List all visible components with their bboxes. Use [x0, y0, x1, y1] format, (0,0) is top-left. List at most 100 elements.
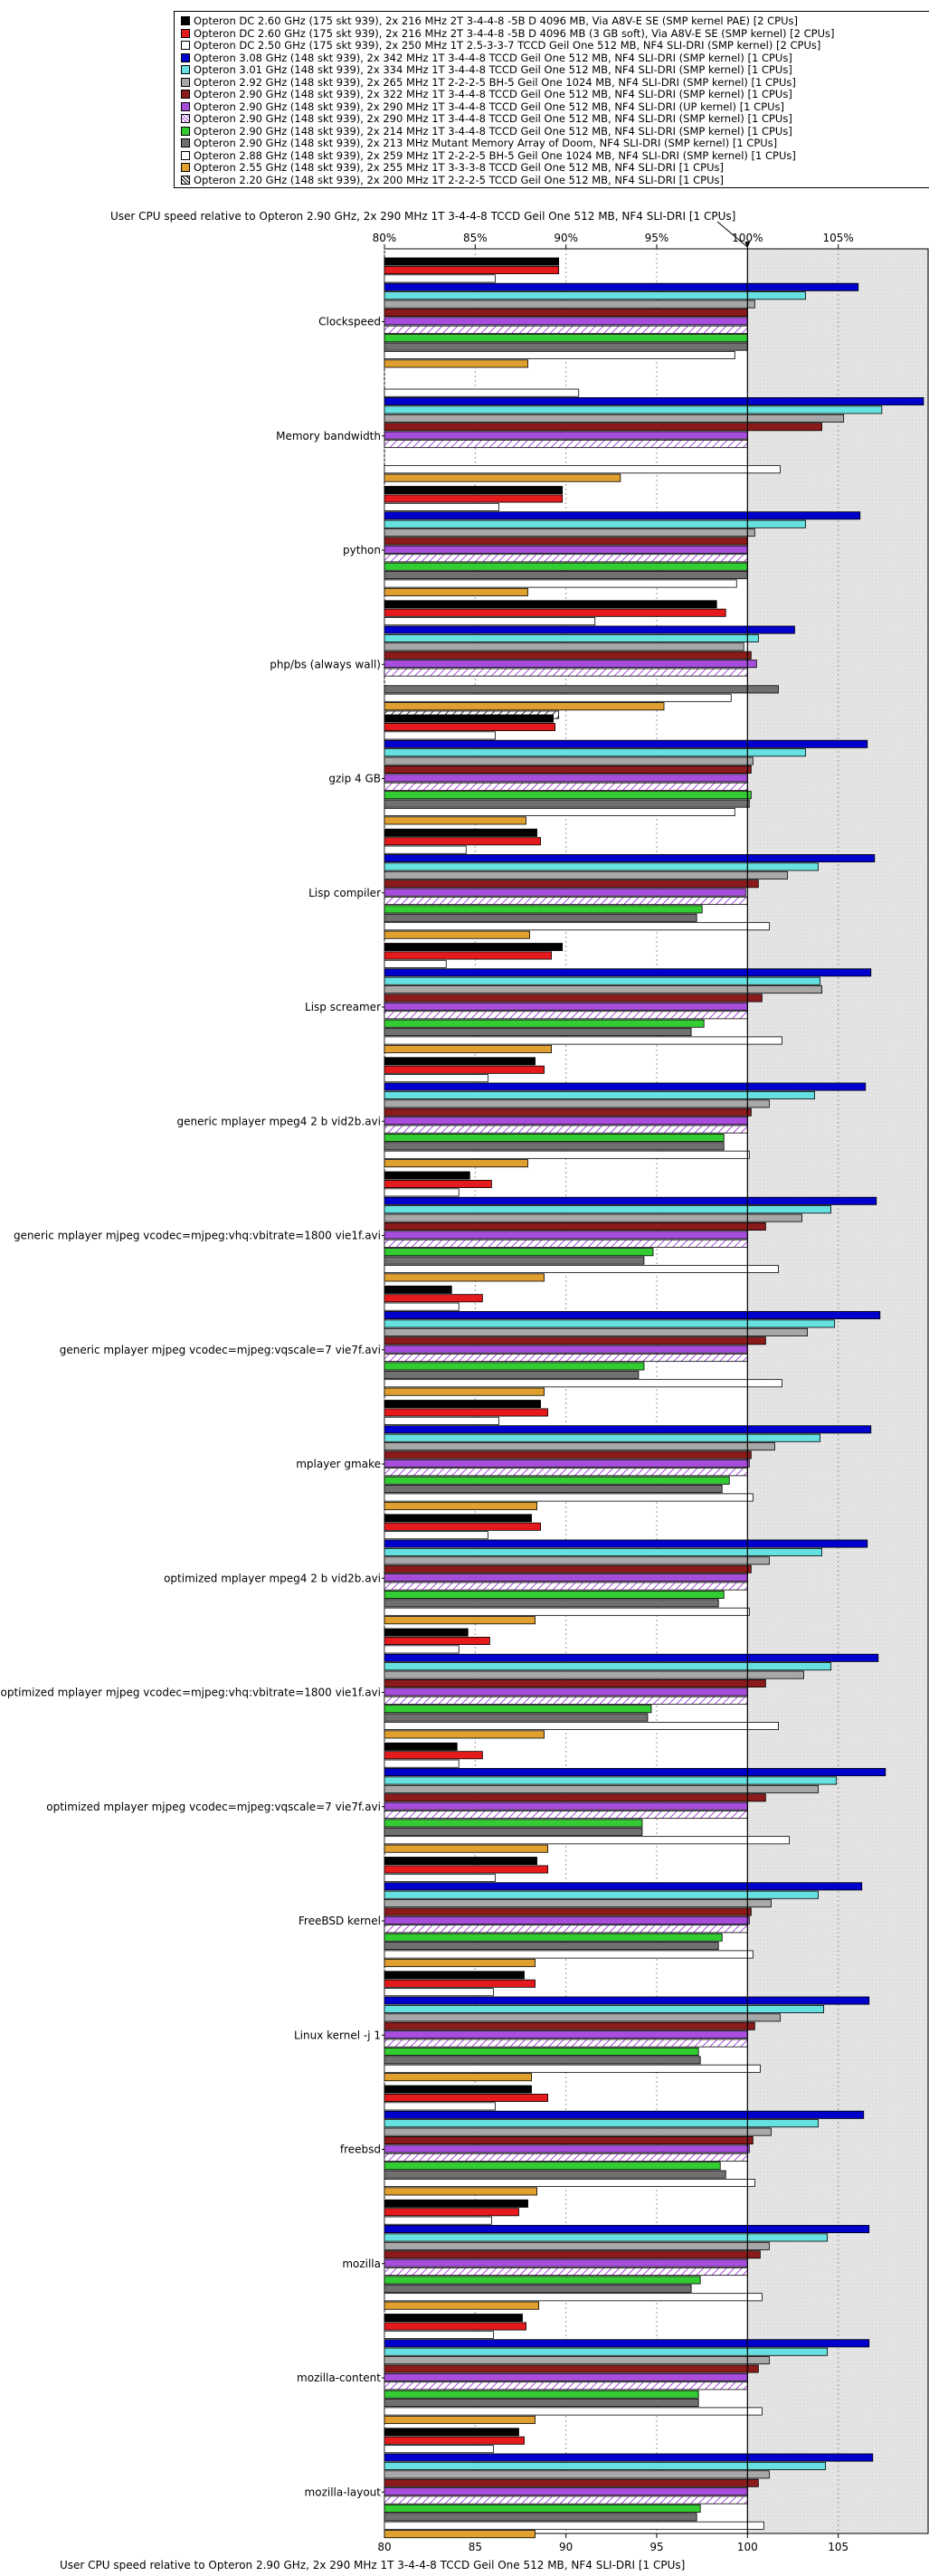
- bar: [384, 2064, 761, 2073]
- legend-label: Opteron DC 2.60 GHz (175 skt 939), 2x 21…: [194, 26, 835, 40]
- bar: [384, 2030, 748, 2039]
- bar: [384, 587, 528, 596]
- bar: [384, 1590, 725, 1599]
- bar: [384, 2428, 519, 2437]
- bar: [384, 1442, 775, 1451]
- legend-entry: Opteron DC 2.60 GHz (175 skt 939), 2x 21…: [181, 14, 799, 27]
- bar: [384, 2445, 494, 2454]
- bar: [384, 748, 806, 757]
- top-tick-label: 105%: [823, 232, 854, 244]
- bar: [384, 2347, 829, 2356]
- bar: [384, 1222, 766, 1231]
- bar: [384, 943, 564, 952]
- bar: [384, 1336, 766, 1345]
- bar: [384, 1933, 723, 1942]
- legend-label: Opteron 2.20 GHz (148 skt 939), 2x 200 M…: [194, 173, 724, 186]
- bar: [384, 1819, 643, 1828]
- bar: [384, 1196, 877, 1205]
- bar: [384, 1099, 770, 1108]
- bar: [384, 1476, 730, 1485]
- bar: [384, 2039, 748, 2048]
- bar: [384, 1811, 748, 1820]
- bar: [384, 1090, 815, 1099]
- bar: [384, 1011, 748, 1020]
- bar: [384, 1599, 719, 1608]
- bar: [384, 1722, 779, 1731]
- bar: [384, 2495, 748, 2505]
- bar: [384, 1002, 748, 1011]
- bar: [384, 1793, 766, 1802]
- bar: [384, 2390, 699, 2399]
- legend-label: Opteron 2.90 GHz (148 skt 939), 2x 322 M…: [194, 88, 792, 100]
- bar: [384, 519, 806, 528]
- bar: [384, 413, 845, 423]
- bar: [384, 1319, 836, 1328]
- bottom-tick-label: 80: [377, 2541, 391, 2553]
- bar: [384, 1408, 549, 1417]
- bar: [384, 828, 537, 837]
- bar: [384, 440, 748, 449]
- bar: [384, 342, 748, 351]
- bar: [384, 1239, 748, 1248]
- legend-entry: Opteron 2.20 GHz (148 skt 939), 2x 200 M…: [181, 173, 724, 186]
- bar: [384, 993, 763, 1003]
- bar: [384, 2153, 748, 2162]
- bar: [384, 617, 596, 626]
- bar: [384, 1019, 705, 1028]
- bar: [384, 2415, 536, 2424]
- bar: [384, 2407, 763, 2416]
- legend-swatch: [181, 175, 190, 185]
- bar: [384, 1730, 545, 1739]
- bar: [384, 1302, 460, 1311]
- bar: [384, 2135, 754, 2144]
- bar: [384, 2178, 755, 2187]
- bar: [384, 537, 748, 546]
- legend-label: Opteron DC 2.60 GHz (175 skt 939), 2x 21…: [194, 14, 799, 27]
- bar: [384, 2073, 532, 2082]
- bottom-tick-label: 95: [649, 2541, 663, 2553]
- bar: [384, 2436, 525, 2445]
- bar: [384, 423, 823, 432]
- bar: [384, 1514, 532, 1523]
- bar: [384, 854, 876, 863]
- bar: [384, 1400, 541, 1409]
- bar: [384, 959, 447, 968]
- bar: [384, 2399, 699, 2408]
- bar: [384, 870, 788, 879]
- legend-swatch: [181, 101, 190, 111]
- bar: [384, 1742, 458, 1751]
- bar: [384, 1133, 725, 1142]
- bar: [384, 951, 553, 960]
- legend-entry: Opteron 2.88 GHz (148 skt 939), 2x 259 M…: [181, 149, 796, 162]
- category-label: optimized mplayer mjpeg vcodec=mjpeg:vhq…: [0, 1687, 381, 1699]
- bar: [384, 1485, 723, 1494]
- bar: [384, 299, 755, 309]
- bar: [384, 2330, 494, 2339]
- bar: [384, 494, 564, 503]
- bar: [384, 431, 748, 440]
- bar: [384, 2085, 532, 2094]
- bar: [384, 1311, 881, 1320]
- legend-label: Opteron 2.55 GHz (148 skt 939), 2x 255 M…: [194, 161, 724, 174]
- bar: [384, 2187, 537, 2196]
- bar: [384, 922, 770, 931]
- bar: [384, 845, 467, 854]
- top-axis-title: User CPU speed relative to Opteron 2.90 …: [110, 210, 736, 223]
- bar: [384, 1637, 490, 1646]
- chart-legend: Opteron DC 2.60 GHz (175 skt 939), 2x 21…: [174, 11, 929, 188]
- bar: [384, 1213, 802, 1222]
- category-label: php/bs (always wall): [270, 658, 381, 670]
- bar: [384, 528, 755, 537]
- bar: [384, 2093, 549, 2102]
- legend-swatch: [181, 77, 190, 87]
- bar: [384, 1564, 752, 1573]
- bar: [384, 2322, 526, 2331]
- bar: [384, 2372, 748, 2381]
- bar: [384, 2267, 748, 2277]
- bar: [384, 1958, 536, 1967]
- bar: [384, 1687, 748, 1697]
- bar: [384, 291, 806, 300]
- bar: [384, 1468, 748, 1477]
- bar: [384, 1370, 640, 1379]
- legend-entry: Opteron 2.90 GHz (148 skt 939), 2x 213 M…: [181, 137, 777, 149]
